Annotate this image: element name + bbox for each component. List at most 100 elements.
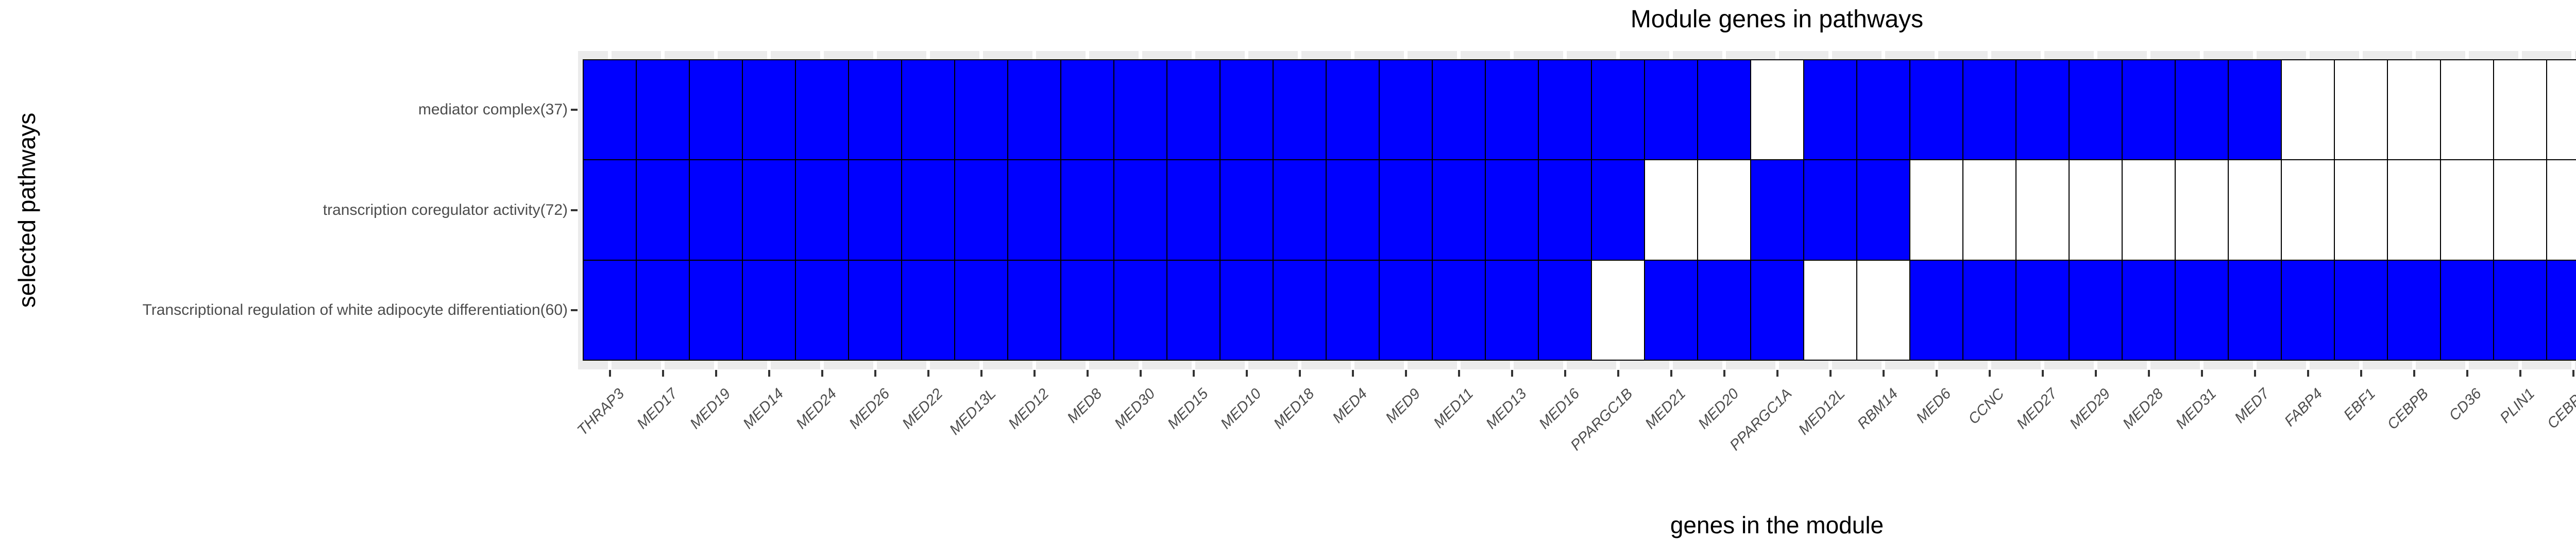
heatmap-cell bbox=[1804, 260, 1857, 360]
heatmap-cell bbox=[2387, 260, 2441, 360]
heatmap-cell bbox=[1591, 260, 1645, 360]
heatmap-cell bbox=[1538, 60, 1591, 160]
heatmap-cell bbox=[1751, 260, 1804, 360]
heatmap-cell bbox=[1751, 60, 1804, 160]
x-tick bbox=[2360, 370, 2362, 377]
heatmap-cell bbox=[2016, 260, 2069, 360]
heatmap-cell bbox=[1220, 160, 1273, 260]
x-tick bbox=[927, 370, 929, 377]
heatmap-cell bbox=[1273, 160, 1326, 260]
heatmap-cell bbox=[2334, 60, 2387, 160]
x-tick bbox=[1670, 370, 1672, 377]
heatmap-cell bbox=[1326, 260, 1379, 360]
heatmap-cell bbox=[1379, 160, 1432, 260]
heatmap-cell bbox=[849, 60, 902, 160]
x-tick bbox=[1245, 370, 1248, 377]
heatmap-cell bbox=[849, 160, 902, 260]
x-tick bbox=[2094, 370, 2097, 377]
x-axis-label: MED16 bbox=[1536, 385, 1583, 433]
x-tick bbox=[2572, 370, 2574, 377]
heatmap-cell bbox=[1804, 60, 1857, 160]
heatmap-cell bbox=[636, 60, 689, 160]
x-tick bbox=[980, 370, 982, 377]
heatmap-cell bbox=[1591, 160, 1645, 260]
heatmap-cell bbox=[742, 260, 795, 360]
heatmap-cell bbox=[2228, 160, 2281, 260]
y-axis-label: Transcriptional regulation of white adip… bbox=[142, 301, 568, 318]
heatmap-cell bbox=[2069, 60, 2122, 160]
x-tick bbox=[1033, 370, 1036, 377]
heatmap-cell bbox=[2494, 260, 2547, 360]
x-axis-label: MED22 bbox=[899, 385, 946, 433]
heatmap-cell bbox=[795, 60, 849, 160]
heatmap-cell bbox=[2281, 160, 2334, 260]
x-tick bbox=[608, 370, 611, 377]
heatmap-cell bbox=[1645, 260, 1698, 360]
heatmap-cell bbox=[2175, 60, 2228, 160]
x-tick bbox=[1511, 370, 1513, 377]
x-axis-label: THRAP3 bbox=[574, 385, 628, 439]
heatmap-cell bbox=[1910, 60, 1963, 160]
x-tick bbox=[1139, 370, 1142, 377]
heatmap-cell bbox=[902, 260, 955, 360]
x-tick bbox=[2041, 370, 2044, 377]
x-axis-label: MED21 bbox=[1642, 385, 1689, 433]
gridline-band-top bbox=[578, 51, 2576, 60]
heatmap-cell bbox=[2387, 160, 2441, 260]
heatmap-cell bbox=[689, 160, 742, 260]
heatmap-cell bbox=[1538, 260, 1591, 360]
heatmap-cell bbox=[1698, 60, 1751, 160]
heatmap-cell bbox=[583, 260, 636, 360]
x-axis-label: MED15 bbox=[1164, 385, 1212, 433]
heatmap-cell bbox=[1698, 260, 1751, 360]
x-tick bbox=[662, 370, 664, 377]
x-axis-label: MED28 bbox=[2120, 385, 2167, 433]
plot-panel bbox=[578, 51, 2576, 369]
heatmap-cell bbox=[2122, 60, 2175, 160]
x-axis-label: MED19 bbox=[687, 385, 734, 433]
x-axis-label: FABP4 bbox=[2281, 385, 2326, 430]
heatmap-cell bbox=[902, 60, 955, 160]
x-tick bbox=[1192, 370, 1195, 377]
heatmap-cell bbox=[1485, 60, 1538, 160]
heatmap-cell bbox=[2069, 260, 2122, 360]
x-axis-label: CD36 bbox=[2446, 385, 2485, 425]
x-tick bbox=[1298, 370, 1301, 377]
heatmap-cell bbox=[1432, 60, 1485, 160]
x-axis-label: MED31 bbox=[2173, 385, 2220, 433]
x-axis-label: MED12L bbox=[1795, 385, 1849, 438]
x-axis-label: MED6 bbox=[1913, 385, 1955, 427]
x-tick bbox=[1458, 370, 1460, 377]
heatmap-cell bbox=[1857, 160, 1910, 260]
heatmap-cell bbox=[2016, 60, 2069, 160]
x-axis-label: MED20 bbox=[1695, 385, 1742, 433]
x-axis-label: MED7 bbox=[2231, 385, 2273, 427]
x-axis-label: RBM14 bbox=[1854, 385, 1902, 433]
heatmap-cell bbox=[1061, 260, 1114, 360]
heatmap-cell bbox=[1114, 60, 1167, 160]
x-tick bbox=[1723, 370, 1725, 377]
x-axis-label: MED13 bbox=[1483, 385, 1530, 433]
heatmap-cell bbox=[583, 60, 636, 160]
heatmap-cell bbox=[2175, 160, 2228, 260]
x-tick bbox=[1404, 370, 1407, 377]
heatmap-cell bbox=[2069, 160, 2122, 260]
heatmap-cell bbox=[955, 160, 1008, 260]
heatmap-cell bbox=[2441, 60, 2494, 160]
x-axis-label: MED18 bbox=[1270, 385, 1318, 433]
heatmap-cell bbox=[2547, 160, 2576, 260]
y-axis-title: selected pathways bbox=[13, 112, 40, 308]
heatmap-cell bbox=[1751, 160, 1804, 260]
heatmap-cell bbox=[1485, 260, 1538, 360]
y-tick bbox=[571, 309, 578, 311]
heatmap-cell bbox=[1857, 260, 1910, 360]
x-tick bbox=[1564, 370, 1566, 377]
x-axis-label: MED9 bbox=[1382, 385, 1424, 427]
heatmap-cell bbox=[689, 60, 742, 160]
x-axis-label: MED29 bbox=[2066, 385, 2114, 433]
y-axis-label: transcription coregulator activity(72) bbox=[323, 201, 568, 218]
heatmap-cell bbox=[1061, 60, 1114, 160]
x-tick bbox=[821, 370, 823, 377]
x-axis-label: MED17 bbox=[634, 385, 681, 433]
